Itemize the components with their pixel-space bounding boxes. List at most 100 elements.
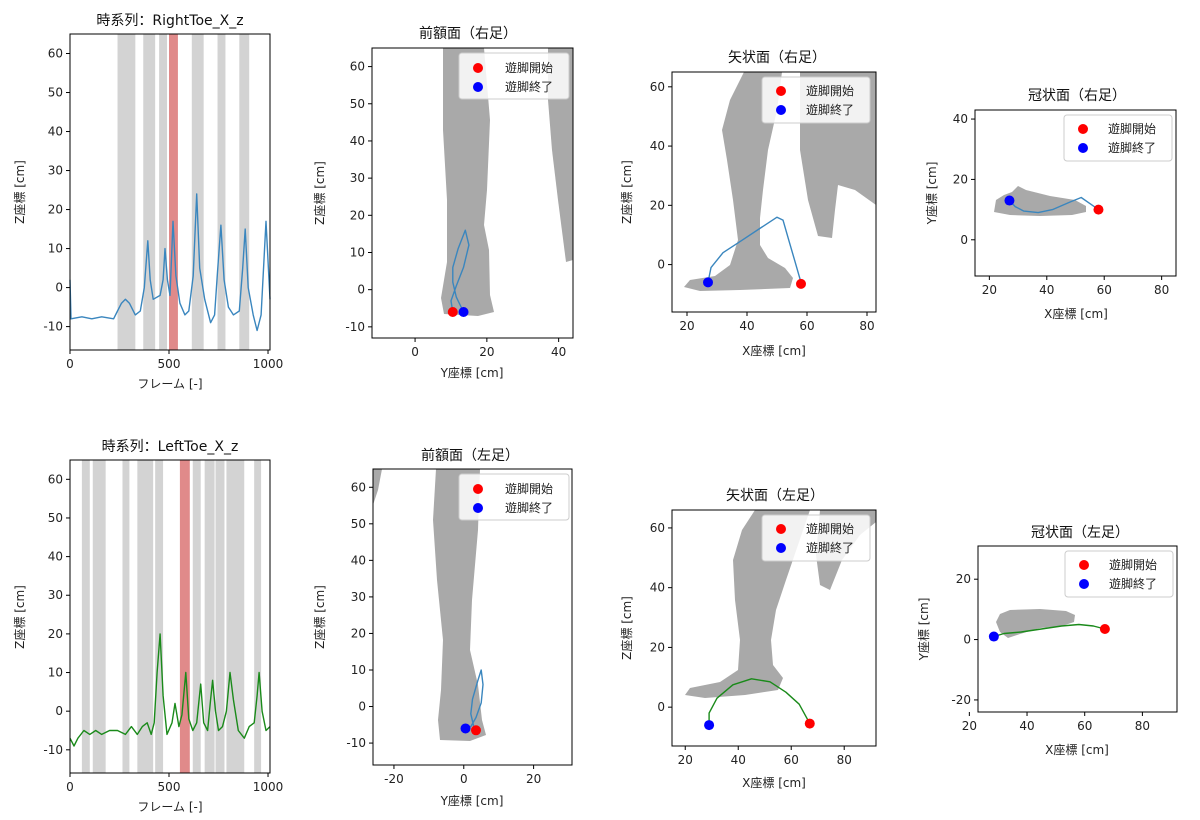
y-tick-label: 20 bbox=[953, 172, 968, 186]
y-tick-label: 0 bbox=[55, 281, 63, 295]
ylabel-cor-left: Y座標 [cm] bbox=[916, 598, 931, 662]
swing-end-marker bbox=[704, 720, 715, 731]
series-line bbox=[708, 678, 811, 726]
y-tick-label: 60 bbox=[48, 472, 63, 486]
x-tick-label: 0 bbox=[66, 357, 74, 371]
foot-silhouette-cor-right bbox=[994, 186, 1086, 216]
legend-cor-left: 遊脚開始 遊脚終了 bbox=[1064, 550, 1174, 598]
stance-band bbox=[204, 460, 215, 773]
y-tick-label: 40 bbox=[953, 112, 968, 126]
y-tick-label: 30 bbox=[350, 171, 365, 185]
y-tick-label: 0 bbox=[657, 700, 665, 714]
x-tick-label: 80 bbox=[1154, 283, 1169, 297]
series-line bbox=[450, 229, 470, 313]
legend-front-right: 遊脚開始 遊脚終了 bbox=[458, 52, 570, 100]
legend-end-label: 遊脚終了 bbox=[806, 540, 854, 555]
body-silhouette-front-left bbox=[373, 469, 486, 741]
ylabel-front-left: Z座標 [cm] bbox=[312, 585, 327, 649]
title-ts-right: 時系列：RightToe_X_z bbox=[96, 13, 243, 29]
legend-end-label: 遊脚終了 bbox=[806, 102, 854, 117]
x-tick-label: 40 bbox=[731, 753, 746, 767]
legend-start-label: 遊脚開始 bbox=[1109, 557, 1157, 572]
foot-silhouette-cor-left bbox=[996, 609, 1075, 638]
swing-end-marker bbox=[1004, 195, 1015, 206]
title-cor-right: 冠状面（右足） bbox=[1028, 88, 1126, 104]
xlabel-front-left: Y座標 [cm] bbox=[440, 793, 504, 808]
series-line bbox=[1008, 196, 1099, 214]
series-line bbox=[69, 193, 271, 332]
xlabel-sag-right: X座標 [cm] bbox=[742, 343, 806, 358]
stance-band bbox=[192, 460, 201, 773]
panel-front-right: 前額面（右足） 0 20 40 -10 0 10 20 30 40 50 60 Y座標 [cm] Z… bbox=[312, 25, 574, 380]
legend-start-label: 遊脚開始 bbox=[1108, 121, 1156, 136]
swing-start-marker bbox=[804, 718, 815, 729]
y-tick-label: 40 bbox=[650, 581, 665, 595]
xlabel-front-right: Y座標 [cm] bbox=[440, 365, 504, 380]
y-tick-label: 40 bbox=[350, 134, 365, 148]
stance-band bbox=[215, 460, 225, 773]
stance-band bbox=[254, 460, 262, 773]
y-tick-label: 40 bbox=[48, 550, 63, 564]
y-tick-label: 50 bbox=[351, 517, 366, 531]
series-line bbox=[707, 216, 802, 283]
stance-band bbox=[81, 460, 90, 773]
ylabel-cor-right: Y座標 [cm] bbox=[924, 162, 939, 226]
ylabel-sag-left: Z座標 [cm] bbox=[619, 596, 634, 660]
frame-front-right bbox=[371, 47, 574, 339]
x-tick-label: -20 bbox=[384, 772, 404, 786]
y-tick-label: 40 bbox=[48, 125, 63, 139]
swing-start-marker bbox=[447, 306, 458, 317]
stance-band bbox=[122, 460, 130, 773]
y-tick-label: -10 bbox=[43, 320, 63, 334]
stance-band bbox=[239, 34, 250, 350]
y-tick-label: 40 bbox=[351, 553, 366, 567]
legend-front-left: 遊脚開始 遊脚終了 bbox=[458, 473, 570, 521]
frame-sag-right bbox=[671, 71, 877, 313]
swing-end-marker bbox=[460, 723, 471, 734]
panel-ts-left: 時系列：LeftToe_X_z 0 500 1000 -10 0 10 20 30 40 50 60… bbox=[12, 439, 283, 814]
y-tick-label: -10 bbox=[346, 736, 366, 750]
title-front-left: 前額面（左足） bbox=[421, 447, 519, 464]
plot-sag-left: 20 40 60 80 0 20 40 60 bbox=[650, 521, 852, 767]
x-tick-label: 40 bbox=[551, 345, 566, 359]
xlabel-ts-right: フレーム [-] bbox=[137, 377, 202, 391]
plot-front-right: 0 20 40 -10 0 10 20 30 40 50 60 bbox=[345, 60, 566, 359]
legend-start-label: 遊脚開始 bbox=[505, 60, 553, 75]
x-tick-label: 0 bbox=[411, 345, 419, 359]
body-silhouette-front-right bbox=[441, 48, 573, 316]
x-tick-label: 500 bbox=[158, 357, 181, 371]
x-tick-label: 60 bbox=[1077, 719, 1092, 733]
xlabel-sag-left: X座標 [cm] bbox=[742, 775, 806, 790]
y-tick-label: 20 bbox=[650, 640, 665, 654]
y-tick-label: 20 bbox=[956, 572, 971, 586]
y-tick-label: -20 bbox=[951, 693, 971, 707]
y-tick-label: 20 bbox=[350, 208, 365, 222]
y-tick-label: 0 bbox=[963, 633, 971, 647]
panel-cor-left: 冠状面（左足） 20 40 60 80 -20 0 20 X座標 [cm] Y座標 [cm]… bbox=[916, 525, 1178, 757]
x-tick-label: 20 bbox=[679, 319, 694, 333]
stance-band bbox=[217, 34, 226, 350]
y-tick-label: 50 bbox=[48, 86, 63, 100]
stance-band bbox=[137, 460, 154, 773]
panel-ts-right: 時系列：RightToe_X_z 0 500 1000 -10 0 10 20 30 40 50 6… bbox=[12, 13, 283, 391]
title-ts-left: 時系列：LeftToe_X_z bbox=[102, 439, 239, 455]
ylabel-sag-right: Z座標 [cm] bbox=[619, 160, 634, 224]
selected-band bbox=[179, 460, 190, 773]
x-tick-label: 20 bbox=[982, 283, 997, 297]
title-sag-left: 矢状面（左足） bbox=[726, 488, 824, 504]
x-tick-label: 1000 bbox=[253, 780, 284, 794]
legend-end-label: 遊脚終了 bbox=[505, 500, 553, 515]
x-tick-label: 0 bbox=[460, 772, 468, 786]
legend-start-label: 遊脚開始 bbox=[505, 481, 553, 496]
panel-sag-right: 矢状面（右足） 20 40 60 80 0 20 40 60 X座標 [cm] Z座標 [cm… bbox=[619, 50, 877, 358]
y-tick-label: 0 bbox=[357, 283, 365, 297]
stance-band bbox=[191, 34, 204, 350]
y-tick-label: -10 bbox=[43, 743, 63, 757]
y-tick-label: 0 bbox=[55, 704, 63, 718]
legend-end-label: 遊脚終了 bbox=[505, 79, 553, 94]
frame-ts-left bbox=[69, 459, 271, 774]
x-tick-label: 40 bbox=[739, 319, 754, 333]
legend-sag-left: 遊脚開始 遊脚終了 bbox=[761, 514, 871, 562]
y-tick-label: 50 bbox=[48, 511, 63, 525]
